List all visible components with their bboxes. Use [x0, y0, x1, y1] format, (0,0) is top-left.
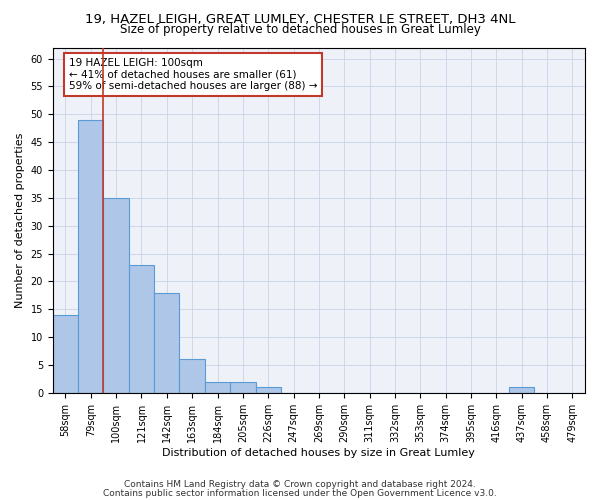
Text: 19, HAZEL LEIGH, GREAT LUMLEY, CHESTER LE STREET, DH3 4NL: 19, HAZEL LEIGH, GREAT LUMLEY, CHESTER L… [85, 12, 515, 26]
Bar [509, 388, 535, 393]
Text: Contains HM Land Registry data © Crown copyright and database right 2024.: Contains HM Land Registry data © Crown c… [124, 480, 476, 489]
Bar [230, 382, 256, 393]
Bar [179, 360, 205, 393]
Bar [53, 315, 78, 393]
Bar [256, 388, 281, 393]
Bar [78, 120, 103, 393]
Text: 19 HAZEL LEIGH: 100sqm
← 41% of detached houses are smaller (61)
59% of semi-det: 19 HAZEL LEIGH: 100sqm ← 41% of detached… [69, 58, 317, 91]
Text: Contains public sector information licensed under the Open Government Licence v3: Contains public sector information licen… [103, 489, 497, 498]
X-axis label: Distribution of detached houses by size in Great Lumley: Distribution of detached houses by size … [163, 448, 475, 458]
Bar [205, 382, 230, 393]
Bar [129, 264, 154, 393]
Bar [154, 292, 179, 393]
Text: Size of property relative to detached houses in Great Lumley: Size of property relative to detached ho… [119, 22, 481, 36]
Y-axis label: Number of detached properties: Number of detached properties [15, 132, 25, 308]
Bar [103, 198, 129, 393]
